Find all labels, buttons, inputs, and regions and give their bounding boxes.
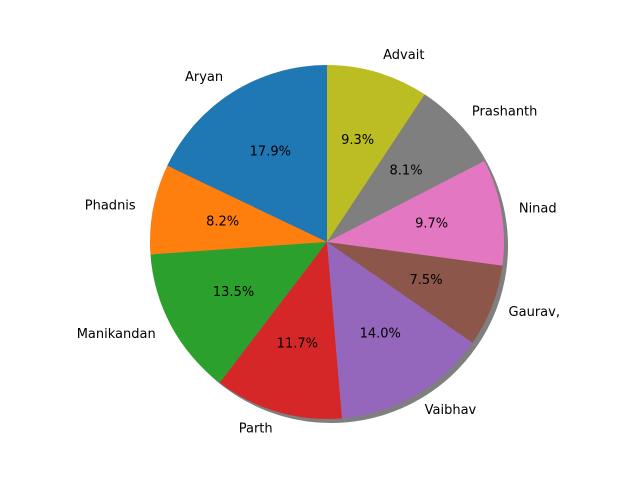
pie-slice-phadnis [150, 165, 327, 255]
slice-percent-label: 9.7% [415, 216, 448, 231]
pie-slice-advait [327, 65, 425, 242]
slice-layer [150, 65, 504, 420]
slice-label: Advait [383, 48, 424, 63]
slice-label: Ninad [519, 201, 557, 216]
slice-label: Prashanth [472, 104, 537, 119]
slice-percent-label: 8.2% [206, 215, 239, 230]
pie-slice-gaurav [327, 242, 503, 343]
slice-percent-label: 9.3% [341, 133, 374, 148]
slice-percent-label: 17.9% [250, 145, 291, 160]
slice-percent-label: 11.7% [277, 336, 318, 351]
slice-percent-label: 13.5% [213, 285, 254, 300]
slice-label: Parth [239, 421, 273, 436]
pie-slice-aryan [167, 65, 327, 242]
label-layer: Aryan 17.9% Phadnis 8.2% Manikandan 13.5% Part… [77, 48, 560, 436]
pie-slice-vaibhav [327, 242, 473, 419]
pie-slice-manikandan [150, 242, 327, 383]
pie-slice-ninad [327, 160, 504, 266]
slice-label: Aryan [185, 70, 223, 85]
pie-slice-prashanth [327, 94, 485, 242]
slice-label: Manikandan [77, 327, 156, 342]
slice-percent-label: 7.5% [410, 273, 443, 288]
slice-percent-label: 8.1% [390, 164, 423, 179]
slice-label: Gaurav, [509, 305, 560, 320]
slice-percent-label: 14.0% [360, 326, 401, 341]
slice-label: Phadnis [85, 198, 136, 213]
pie-slice-parth [219, 242, 343, 420]
slice-label: Vaibhav [425, 403, 477, 418]
